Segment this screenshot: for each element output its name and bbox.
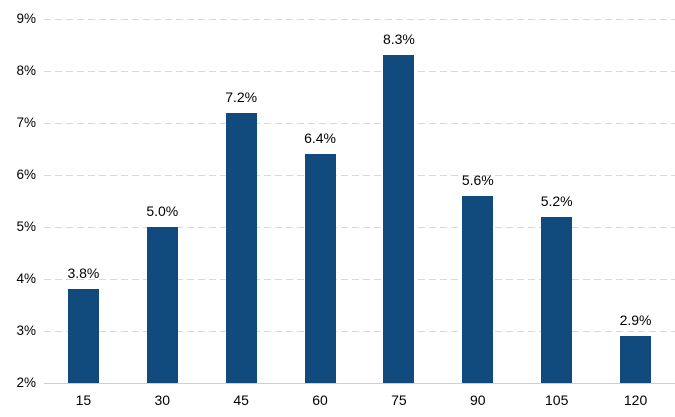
bar-value-label: 2.9%	[619, 312, 652, 329]
bar-value-label: 5.0%	[146, 203, 179, 219]
bar-60	[304, 154, 336, 383]
gridline	[44, 123, 675, 124]
y-tick-label: 9%	[16, 11, 36, 26]
x-tick-label: 45	[233, 392, 249, 408]
bar-120	[620, 336, 652, 383]
bar-15	[67, 289, 99, 383]
bar-value-label: 3.8%	[67, 265, 100, 282]
y-tick-label: 2%	[16, 375, 36, 390]
bar-value-label: 7.2%	[225, 88, 258, 105]
bar-105	[541, 216, 573, 383]
bar-45	[225, 112, 257, 383]
x-tick-label: 15	[75, 392, 92, 408]
gridline	[44, 71, 675, 72]
y-tick-label: 6%	[16, 167, 36, 182]
bar-value-label: 5.2%	[540, 192, 573, 209]
x-tick-label: 105	[545, 392, 569, 408]
bar-30	[146, 227, 178, 383]
x-tick-label: 120	[623, 392, 648, 408]
gridline	[44, 19, 675, 20]
gridline	[44, 227, 675, 228]
x-axis-line	[44, 383, 675, 384]
y-tick-label: 3%	[16, 323, 36, 338]
x-tick-label: 30	[154, 392, 171, 408]
bar-value-label: 8.3%	[382, 31, 415, 48]
x-tick-label: 60	[312, 392, 328, 408]
bar-value-label: 5.6%	[461, 171, 494, 188]
gridline	[44, 175, 675, 176]
x-tick-label: 90	[470, 392, 486, 408]
y-tick-label: 7%	[16, 115, 36, 130]
y-tick-label: 5%	[16, 219, 36, 234]
bar-75	[383, 55, 415, 383]
x-tick-label: 75	[391, 392, 407, 408]
gridline	[44, 331, 675, 332]
bar-value-label: 6.4%	[304, 130, 337, 147]
bar-90	[462, 195, 494, 383]
y-tick-label: 4%	[16, 271, 36, 286]
gridline	[44, 279, 675, 280]
y-tick-label: 8%	[16, 63, 36, 78]
